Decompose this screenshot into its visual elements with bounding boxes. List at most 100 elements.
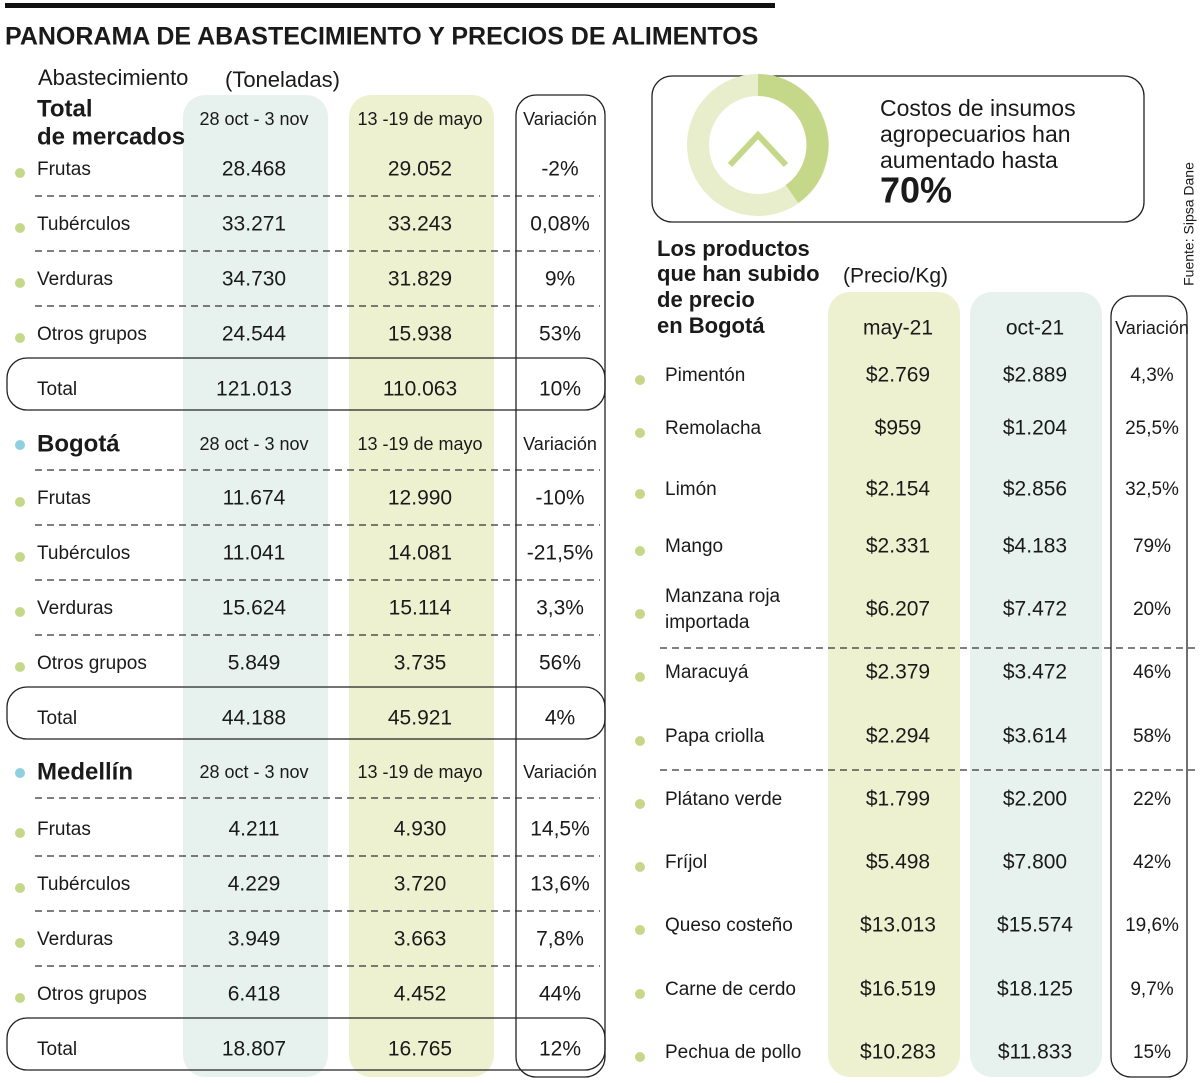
cell: 12.990 — [388, 487, 452, 510]
cell: 44% — [539, 983, 581, 1006]
product-name: Remolacha — [665, 418, 762, 439]
cell: 10% — [539, 378, 581, 401]
cell: 3.663 — [394, 928, 447, 951]
callout-text: Costos de insumos — [880, 95, 1076, 121]
cell: 34.730 — [222, 268, 286, 291]
total-box — [6, 357, 606, 411]
cell: $13.013 — [860, 914, 936, 937]
bullet — [15, 768, 25, 778]
bullet — [15, 168, 25, 178]
callout-text: agropecuarios han — [880, 121, 1071, 147]
bullet — [15, 993, 25, 1003]
cell: 32,5% — [1125, 479, 1179, 500]
column-header: 28 oct - 3 nov — [199, 109, 308, 129]
cell: 4.452 — [394, 983, 447, 1006]
bullet — [635, 375, 645, 385]
prices-title: en Bogotá — [657, 313, 765, 338]
cell: 44.188 — [222, 707, 286, 730]
bullet — [15, 552, 25, 562]
prices-title: que han subido — [657, 261, 820, 286]
cell: 33.243 — [388, 213, 452, 236]
total-label: Total — [37, 1039, 77, 1060]
column-header: 28 oct - 3 nov — [199, 762, 308, 782]
cell: 3.949 — [228, 928, 281, 951]
total-box — [6, 1017, 606, 1071]
cell: 15.624 — [222, 597, 287, 620]
cell: 18.807 — [222, 1038, 286, 1061]
bullet — [15, 607, 25, 617]
cell: 4.211 — [229, 818, 280, 841]
cell: 19,6% — [1125, 915, 1179, 936]
bullet — [635, 428, 645, 438]
section-name: de mercados — [37, 123, 185, 150]
callout-box — [651, 75, 1145, 223]
column-bg — [183, 95, 328, 1077]
row-label: Frutas — [37, 488, 91, 509]
supply-label: Abastecimiento — [38, 65, 188, 90]
cell: 4,3% — [1130, 365, 1173, 386]
cell: 7,8% — [536, 928, 584, 951]
cell: $3.472 — [1003, 661, 1067, 684]
cell: $2.889 — [1003, 364, 1067, 387]
bullet — [15, 333, 25, 343]
cell: $2.331 — [866, 535, 930, 558]
cell: $10.283 — [860, 1041, 936, 1064]
cell: 4% — [545, 707, 575, 730]
cell: 16.765 — [388, 1038, 452, 1061]
bullet — [635, 546, 645, 556]
column-header: 13 -19 de mayo — [357, 762, 482, 782]
column-bg — [349, 95, 494, 1077]
title-bar — [5, 3, 775, 8]
row-label: Frutas — [37, 159, 91, 180]
cell: $2.200 — [1003, 788, 1067, 811]
cell: $3.614 — [1003, 725, 1068, 748]
column-header: 28 oct - 3 nov — [199, 434, 308, 454]
cell: $11.833 — [998, 1041, 1072, 1064]
cell: -2% — [541, 158, 578, 181]
cell: $16.519 — [860, 978, 936, 1001]
total-box — [6, 686, 606, 740]
column-header: Variación — [523, 762, 597, 782]
cell: 15.938 — [388, 323, 452, 346]
cell: $6.207 — [866, 598, 930, 621]
bullet — [635, 989, 645, 999]
bullet — [15, 828, 25, 838]
column-header: 13 -19 de mayo — [357, 434, 482, 454]
cell: $1.799 — [866, 788, 930, 811]
cell: 4.229 — [228, 873, 281, 896]
column-bg — [828, 292, 960, 1077]
cell: 79% — [1133, 536, 1171, 557]
cell: 15% — [1133, 1042, 1171, 1063]
bullet — [635, 489, 645, 499]
cell: 25,5% — [1125, 418, 1179, 439]
cell: 22% — [1133, 789, 1171, 810]
cell: 121.013 — [216, 378, 292, 401]
bullet — [635, 862, 645, 872]
cell: 14,5% — [530, 818, 590, 841]
cell: $5.498 — [866, 851, 930, 874]
row-label: Otros grupos — [37, 984, 147, 1005]
section-name: Total — [37, 95, 93, 122]
cell: 110.063 — [383, 378, 457, 401]
row-label: Tubérculos — [37, 874, 130, 895]
cell: 3.735 — [394, 652, 447, 675]
cell: 5.849 — [228, 652, 281, 675]
cell: 14.081 — [388, 542, 452, 565]
cell: 46% — [1133, 662, 1171, 683]
bullet — [15, 497, 25, 507]
column-outline — [1110, 295, 1188, 1078]
bullet — [15, 223, 25, 233]
total-label: Total — [37, 379, 77, 400]
callout-text: aumentado hasta — [880, 147, 1058, 173]
cell: 33.271 — [222, 213, 286, 236]
cell: $18.125 — [997, 978, 1073, 1001]
up-chevron — [727, 130, 789, 168]
cell: $2.379 — [866, 661, 930, 684]
bullet — [15, 938, 25, 948]
column-header: oct-21 — [1006, 317, 1064, 340]
cell: $2.154 — [866, 478, 931, 501]
source: Fuente: Sipsa Dane — [1181, 162, 1197, 286]
cell: 3.720 — [394, 873, 447, 896]
product-name: importada — [665, 612, 750, 633]
